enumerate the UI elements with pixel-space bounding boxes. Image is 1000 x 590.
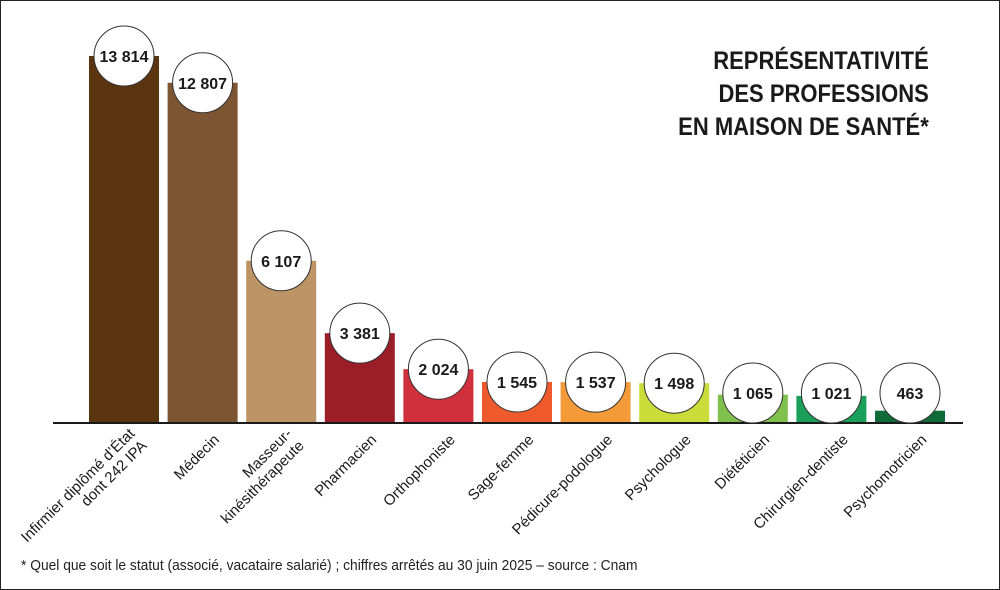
- value-label-1: 12 807: [178, 76, 227, 93]
- x-tick-label-1: Médecin: [171, 431, 223, 483]
- x-tick-label-3: Pharmacien: [312, 431, 381, 500]
- value-label-8: 1 065: [733, 386, 773, 403]
- chart-title-line-2: DES PROFESSIONS: [718, 80, 929, 108]
- value-label-5: 1 545: [497, 375, 537, 392]
- value-label-4: 2 024: [418, 362, 458, 379]
- value-bubble-4: [407, 338, 469, 400]
- x-tick-label-10-line-0: Psychomotricien: [841, 431, 931, 521]
- value-label-3: 3 381: [340, 326, 380, 343]
- x-tick-label-3-line-0: Pharmacien: [312, 431, 381, 500]
- value-bubble-3: [329, 302, 391, 364]
- x-tick-labels-layer: Infirmier diplômé d’Étatdont 242 IPA Méde…: [18, 425, 931, 558]
- x-tick-label-0: Infirmier diplômé d’Étatdont 242 IPA: [18, 425, 151, 558]
- value-label-6: 1 537: [576, 375, 616, 392]
- value-bubble-6: [565, 351, 627, 413]
- value-label-2: 6 107: [261, 254, 301, 271]
- x-tick-label-7-line-0: Psychologue: [622, 431, 695, 504]
- value-label-9: 1 021: [811, 386, 851, 403]
- x-tick-label-0-line-0: Infirmier diplômé d’État: [18, 425, 139, 546]
- value-bubble-2: [250, 230, 312, 292]
- x-tick-label-4: Orthophoniste: [380, 431, 459, 510]
- value-bubble-9: [800, 362, 862, 424]
- value-bubble-10: [879, 362, 941, 424]
- x-tick-label-4-line-0: Orthophoniste: [380, 431, 459, 510]
- x-tick-label-7: Psychologue: [622, 431, 695, 504]
- x-tick-label-8: Diététicien: [712, 431, 774, 493]
- chart-title: REPRÉSENTATIVITÉ DES PROFESSIONS EN MAIS…: [678, 45, 929, 144]
- bar-0: [89, 56, 159, 423]
- value-labels-layer: 13 814 12 807 6 107 3 381 2 024 1 545 1 537 1 4…: [93, 25, 941, 424]
- value-bubble-5: [486, 351, 548, 413]
- chart-title-line-3: EN MAISON DE SANTÉ*: [678, 113, 929, 141]
- x-tick-label-10: Psychomotricien: [841, 431, 931, 521]
- x-tick-label-8-line-0: Diététicien: [712, 431, 774, 493]
- x-tick-label-5: Sage-femme: [465, 431, 538, 504]
- footnote: * Quel que soit le statut (associé, vaca…: [21, 557, 638, 574]
- value-label-0: 13 814: [100, 49, 149, 66]
- x-tick-label-1-line-0: Médecin: [171, 431, 223, 483]
- value-bubble-1: [172, 52, 234, 114]
- bar-1: [167, 82, 238, 423]
- value-label-10: 463: [897, 386, 924, 403]
- x-tick-label-2: Masseur-kinésithérapeute: [206, 425, 308, 527]
- value-bubble-0: [93, 25, 155, 87]
- value-bubble-8: [722, 362, 784, 424]
- value-label-7: 1 498: [654, 376, 694, 393]
- value-bubble-7: [643, 352, 705, 414]
- chart-title-line-1: REPRÉSENTATIVITÉ: [713, 47, 929, 75]
- x-tick-label-5-line-0: Sage-femme: [465, 431, 538, 504]
